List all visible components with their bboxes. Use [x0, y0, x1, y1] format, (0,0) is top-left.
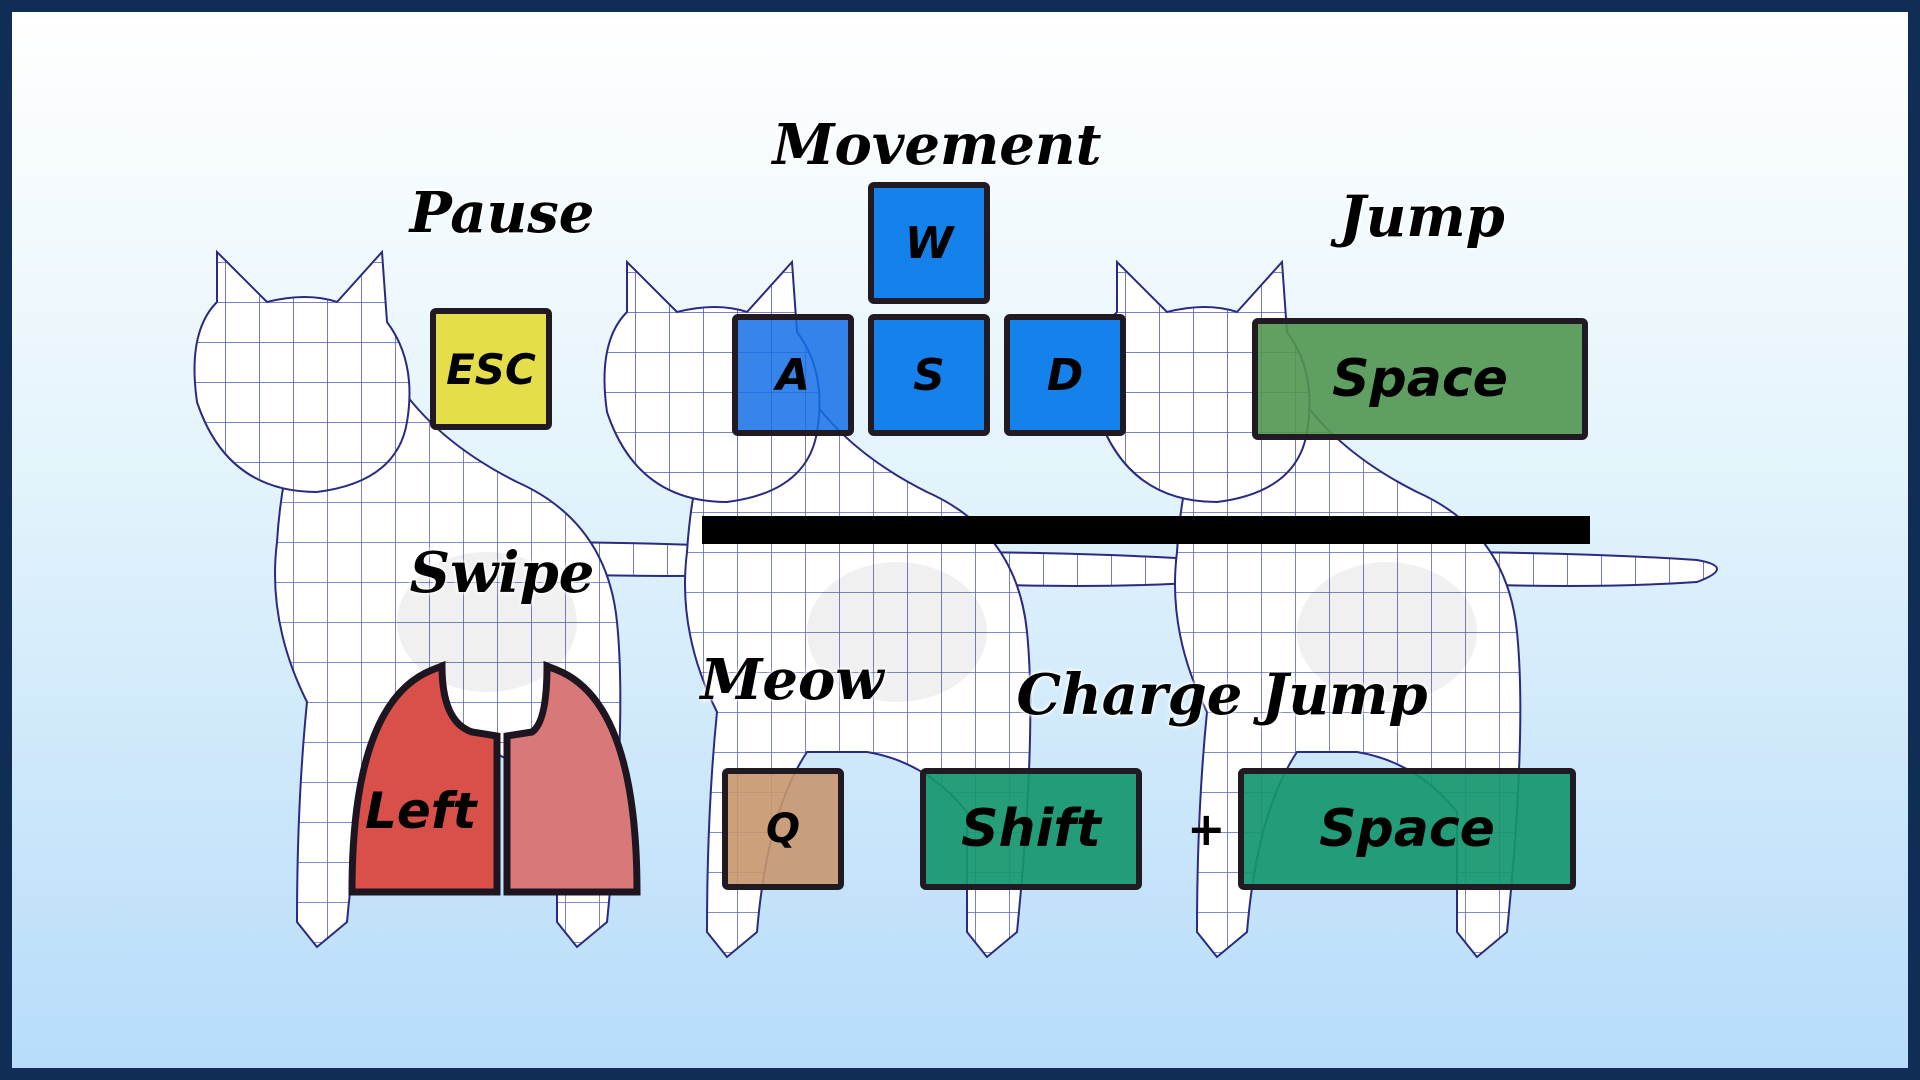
- swipe-left-paw: [348, 660, 501, 896]
- cat-paw-swipe-icon: [348, 660, 641, 896]
- swipe-left-text: Left: [365, 782, 477, 840]
- meow-label: Meow: [700, 647, 884, 713]
- movement-label: Movement: [772, 112, 1102, 178]
- jump-label: Jump: [1339, 184, 1505, 250]
- q-key: Q: [722, 768, 844, 890]
- controls-screen: Pause Movement Jump Swipe Meow Charge Ju…: [12, 12, 1908, 1068]
- s-key: S: [868, 314, 990, 436]
- d-key: D: [1004, 314, 1126, 436]
- shift-key: Shift: [920, 768, 1142, 890]
- swipe-label: Swipe: [409, 540, 595, 606]
- plus-sign: +: [1187, 802, 1226, 856]
- a-key: A: [732, 314, 854, 436]
- swipe-right-paw: [503, 660, 641, 896]
- space-jump-key: Space: [1252, 318, 1588, 440]
- charge-jump-label: Charge Jump: [1016, 662, 1428, 728]
- w-key: W: [868, 182, 990, 304]
- section-divider: [702, 516, 1590, 544]
- esc-key: ESC: [430, 308, 552, 430]
- space-charge-key: Space: [1238, 768, 1576, 890]
- pause-label: Pause: [409, 180, 595, 246]
